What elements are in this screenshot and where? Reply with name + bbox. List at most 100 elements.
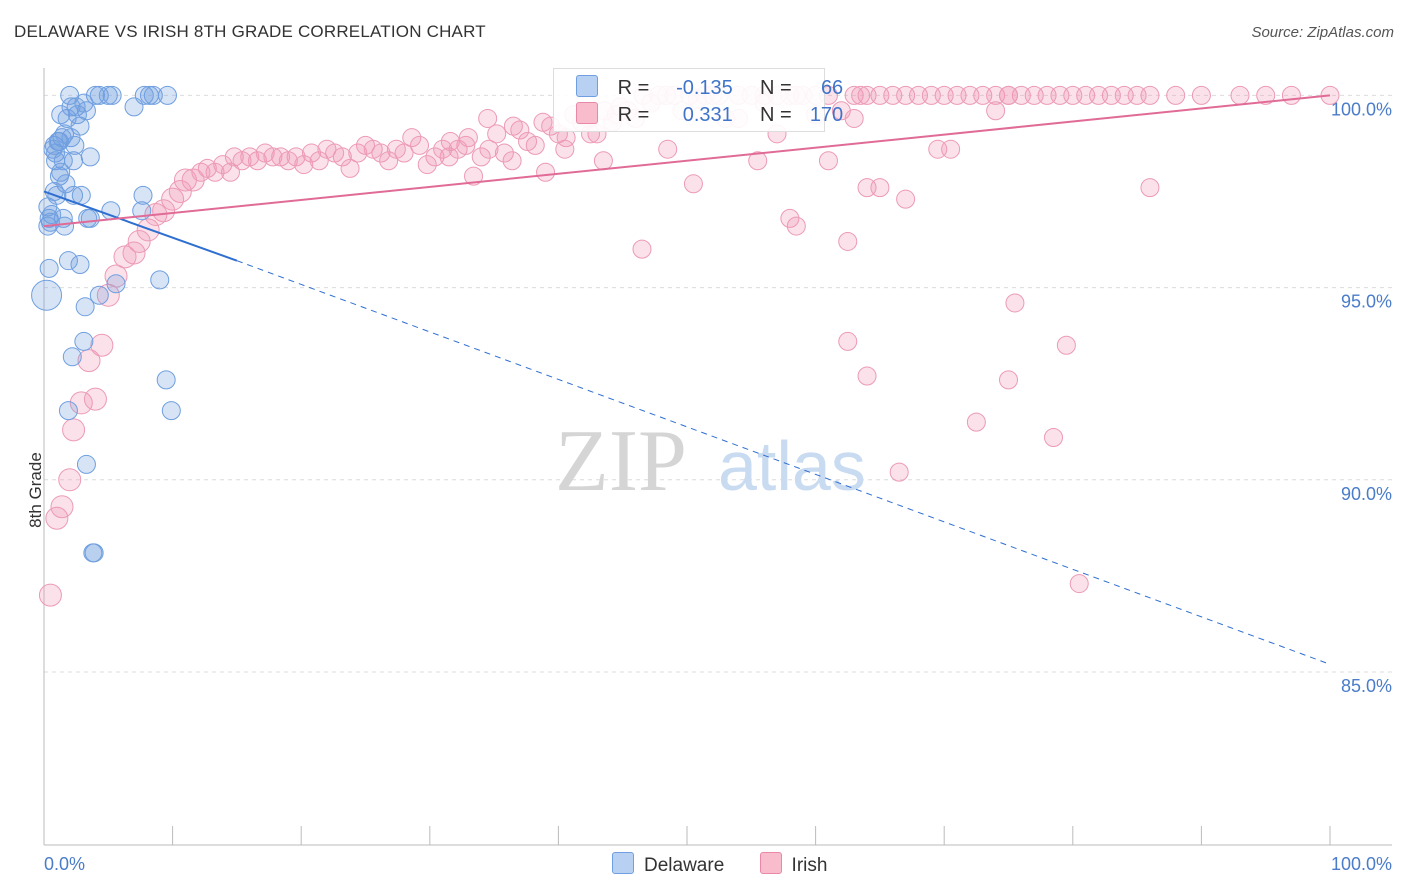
irish-point-60 — [487, 124, 507, 144]
irish-point-51 — [417, 155, 437, 175]
irish-point-152 — [1056, 335, 1076, 355]
delaware-r-label: R = — [617, 77, 650, 99]
irish-point-157 — [1044, 428, 1064, 448]
x-tick-label-100: 100.0% — [1331, 854, 1392, 874]
irish-point-24 — [213, 155, 233, 175]
delaware-point-55 — [150, 270, 170, 290]
irish-point-1 — [45, 506, 69, 530]
irish-point-137 — [683, 174, 703, 194]
irish-point-142 — [838, 231, 858, 251]
irish-point-136 — [658, 139, 678, 159]
irish-point-48 — [394, 143, 414, 163]
irish-point-125 — [1230, 85, 1250, 105]
irish-legend-swatch — [759, 852, 782, 874]
irish-point-45 — [371, 143, 391, 163]
y-tick-label-100: 100.0% — [1331, 99, 1392, 119]
delaware-legend-swatch — [612, 852, 634, 874]
legend-item-delaware[interactable]: Delaware — [612, 852, 724, 877]
irish-swatch — [576, 102, 598, 124]
irish-point-10 — [104, 264, 128, 288]
y-tick-label-90: 90.0% — [1341, 484, 1392, 504]
delaware-point-35 — [76, 101, 96, 121]
irish-point-147 — [941, 139, 961, 159]
delaware-trendline-extension — [236, 260, 1331, 665]
irish-point-62 — [502, 151, 522, 171]
irish-point-155 — [857, 366, 877, 386]
irish-point-163 — [555, 139, 575, 159]
watermark-zip: ZIP — [555, 413, 687, 510]
irish-point-130 — [999, 85, 1018, 105]
delaware-point-0 — [31, 279, 63, 311]
irish-point-56 — [456, 135, 476, 155]
irish-trendline — [43, 94, 1331, 228]
irish-point-159 — [1069, 574, 1089, 594]
delaware-point-65 — [43, 139, 63, 159]
irish-point-46 — [379, 151, 399, 171]
irish-point-12 — [122, 241, 146, 265]
delaware-point-39 — [80, 147, 100, 167]
legend-stats: R = -0.135 N = 66 R = 0.331 N = 170 — [553, 68, 843, 132]
irish-point-59 — [479, 139, 499, 159]
delaware-point-41 — [84, 543, 104, 563]
irish-point-16 — [152, 199, 176, 223]
irish-point-168 — [439, 147, 459, 167]
irish-point-158 — [889, 462, 909, 482]
chart-title: DELAWARE VS IRISH 8TH GRADE CORRELATION … — [14, 22, 486, 41]
delaware-point-63 — [74, 93, 94, 113]
irish-point-14 — [136, 218, 160, 242]
irish-point-4 — [62, 418, 86, 442]
source-label: Source: ZipAtlas.com — [1251, 24, 1394, 41]
delaware-point-56 — [157, 85, 177, 105]
irish-r-label: R = — [617, 104, 650, 126]
y-tick-label-85: 85.0% — [1341, 676, 1392, 696]
delaware-n-label: N = — [759, 77, 792, 99]
irish-point-23 — [205, 162, 225, 182]
irish-point-131 — [851, 85, 871, 105]
irish-point-31 — [263, 147, 283, 167]
delaware-trendline — [43, 190, 238, 262]
irish-point-20 — [181, 168, 205, 192]
delaware-point-60 — [55, 216, 75, 236]
watermark-atlas: atlas — [718, 427, 866, 505]
irish-point-42 — [348, 143, 368, 163]
irish-point-65 — [525, 135, 545, 155]
delaware-point-46 — [102, 85, 122, 105]
legend-row-irish: R = 0.331 N = 170 — [576, 102, 843, 126]
irish-n-value: 170 — [809, 104, 844, 126]
delaware-point-33 — [74, 331, 94, 351]
irish-point-145 — [896, 189, 916, 209]
irish-point-144 — [870, 178, 890, 198]
irish-point-140 — [818, 151, 838, 171]
irish-n-label: N = — [759, 104, 792, 126]
irish-point-49 — [402, 128, 422, 148]
irish-point-124 — [1191, 85, 1211, 105]
irish-point-29 — [247, 151, 267, 171]
irish-point-154 — [966, 412, 986, 432]
delaware-point-58 — [161, 401, 181, 421]
delaware-point-47 — [106, 274, 126, 294]
delaware-point-64 — [51, 162, 71, 182]
legend-item-irish[interactable]: Irish — [759, 852, 827, 877]
irish-point-18 — [168, 179, 192, 203]
irish-point-164 — [536, 162, 556, 182]
irish-point-134 — [593, 151, 613, 171]
delaware-point-21 — [58, 401, 78, 421]
irish-point-50 — [410, 135, 430, 155]
delaware-point-38 — [80, 208, 100, 228]
irish-point-156 — [838, 331, 858, 351]
delaware-swatch — [576, 75, 598, 97]
irish-point-58 — [471, 147, 491, 167]
irish-point-8 — [83, 387, 107, 411]
irish-point-135 — [632, 239, 652, 259]
irish-point-150 — [844, 108, 864, 128]
irish-point-122 — [1140, 85, 1160, 105]
irish-point-123 — [1166, 85, 1186, 105]
irish-point-57 — [464, 166, 484, 186]
irish-point-13 — [127, 229, 151, 253]
irish-point-40 — [332, 147, 352, 167]
irish-point-37 — [309, 151, 329, 171]
delaware-point-61 — [42, 205, 62, 225]
irish-point-160 — [1140, 178, 1160, 198]
irish-point-153 — [999, 370, 1018, 390]
